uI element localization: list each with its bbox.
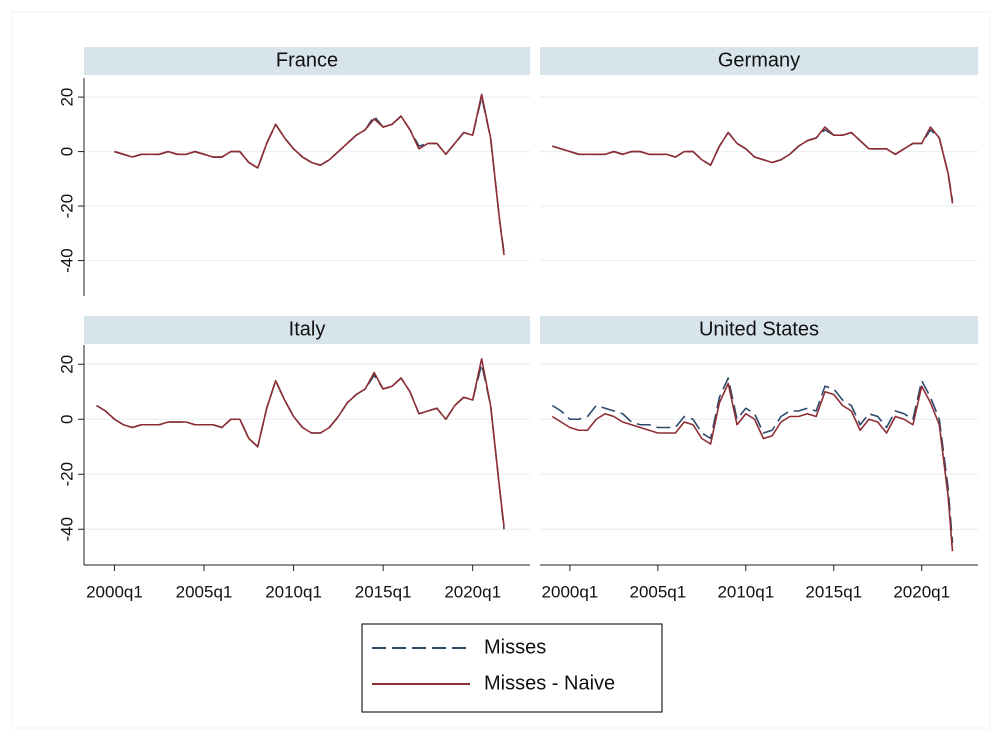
y-tick-label: 20 <box>57 88 76 107</box>
y-tick-label: -20 <box>57 462 76 487</box>
x-tick-label: 2000q1 <box>542 582 599 601</box>
data-line <box>552 126 954 204</box>
panel-header <box>540 47 978 75</box>
frame <box>11 11 991 729</box>
data-line <box>114 93 505 256</box>
x-tick-label: 2015q1 <box>355 582 412 601</box>
data-line <box>551 377 954 544</box>
panel-title: United States <box>699 318 819 340</box>
x-tick-label: 2010q1 <box>717 582 774 601</box>
x-tick-label: 2005q1 <box>629 582 686 601</box>
x-tick-label: 2020q1 <box>444 582 501 601</box>
legend-label: Misses - Naive <box>484 672 615 694</box>
panel-header <box>540 316 978 344</box>
legend: Misses Misses - Naive <box>361 623 663 713</box>
x-tick-label: 2015q1 <box>805 582 862 601</box>
legend-label: Misses <box>484 636 546 658</box>
x-tick-label: 2000q1 <box>86 582 143 601</box>
y-tick-label: 20 <box>57 355 76 374</box>
panel-header <box>84 47 530 75</box>
panel-title: France <box>276 49 338 71</box>
y-tick-label: -20 <box>57 194 76 219</box>
x-tick-label: 2010q1 <box>265 582 322 601</box>
legend-box <box>361 623 663 713</box>
data-line <box>551 382 954 552</box>
data-line <box>96 357 505 527</box>
panel-title: Italy <box>289 318 326 340</box>
y-tick-label: 0 <box>57 147 76 156</box>
y-tick-label: 0 <box>57 415 76 424</box>
panel-header <box>84 316 530 344</box>
panel-title: Germany <box>718 49 800 71</box>
y-tick-label: -40 <box>57 248 76 273</box>
x-tick-label: 2020q1 <box>893 582 950 601</box>
y-tick-label: -40 <box>57 517 76 542</box>
x-tick-label: 2005q1 <box>176 582 233 601</box>
